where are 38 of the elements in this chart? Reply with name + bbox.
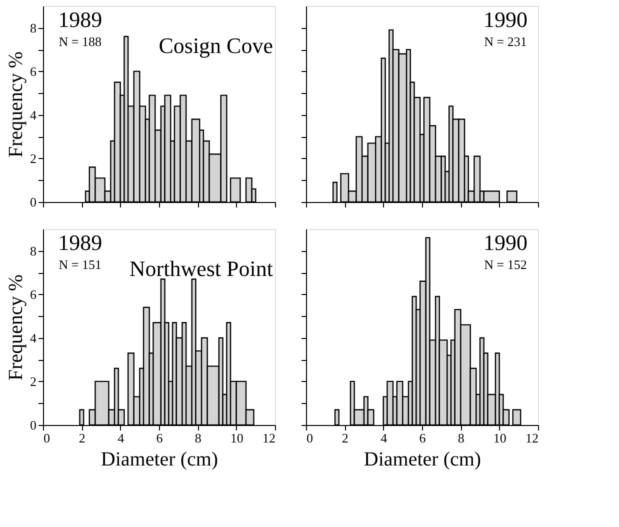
x-tick-label: 12 bbox=[262, 430, 276, 446]
annotation: N = 231 bbox=[484, 34, 527, 49]
x-axis-title: Diameter (cm) bbox=[364, 448, 482, 470]
x-tick-label: 8 bbox=[194, 430, 202, 446]
x-tick-label: 12 bbox=[526, 430, 538, 446]
y-axis-title: Frequency % bbox=[5, 274, 27, 381]
x-axis-title: Diameter (cm) bbox=[100, 448, 218, 470]
y-tick-label: 2 bbox=[30, 150, 36, 166]
y-tick-label: 8 bbox=[30, 20, 36, 36]
x-tick-label: 2 bbox=[342, 430, 348, 446]
x-tick-label: 4 bbox=[380, 430, 388, 446]
annotation: N = 188 bbox=[58, 34, 102, 49]
y-axis-title: Frequency % bbox=[5, 51, 27, 158]
y-tick-label: 6 bbox=[30, 286, 37, 302]
annotation: Northwest Point bbox=[129, 256, 273, 281]
y-tick-label: 2 bbox=[30, 374, 36, 389]
x-tick-label: 8 bbox=[458, 430, 464, 446]
x-tick-label: 0 bbox=[306, 430, 313, 446]
x-tick-label: 10 bbox=[493, 430, 506, 446]
y-tick-label: 0 bbox=[30, 194, 36, 210]
annotation: 1990 bbox=[484, 7, 528, 32]
x-tick-label: 0 bbox=[44, 430, 50, 446]
y-tick-label: 0 bbox=[30, 418, 36, 432]
y-tick-label: 8 bbox=[30, 243, 36, 258]
y-tick-label: 4 bbox=[30, 107, 37, 122]
y-tick-label: 4 bbox=[30, 330, 37, 346]
annotation: N = 152 bbox=[484, 257, 527, 272]
x-tick-label: 6 bbox=[419, 430, 426, 446]
y-tick-label: 6 bbox=[30, 64, 37, 79]
annotation: 1989 bbox=[58, 7, 102, 32]
x-tick-label: 2 bbox=[78, 430, 86, 446]
x-tick-label: 4 bbox=[118, 430, 125, 446]
x-tick-label: 10 bbox=[230, 430, 244, 446]
annotation: Cosign Cove bbox=[158, 33, 273, 58]
x-tick-label: 6 bbox=[156, 430, 164, 446]
annotation: N = 151 bbox=[58, 257, 102, 272]
annotation: 1990 bbox=[484, 230, 528, 255]
annotation: 1989 bbox=[58, 230, 102, 255]
